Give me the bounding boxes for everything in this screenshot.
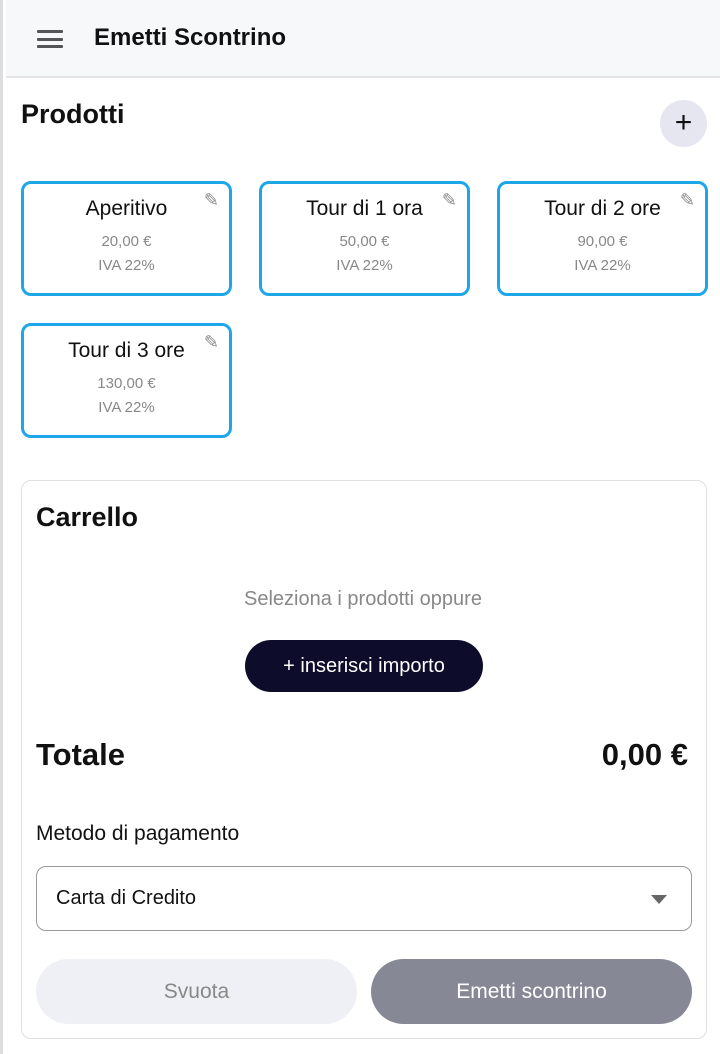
pencil-icon[interactable]: ✎ — [203, 332, 219, 352]
product-vat: IVA 22% — [574, 257, 631, 274]
products-title: Prodotti — [21, 99, 125, 129]
page-title: Emetti Scontrino — [94, 24, 287, 51]
total-label: Totale — [36, 737, 125, 772]
clear-button[interactable]: Svuota — [36, 959, 357, 1024]
product-name: Tour di 3 ore — [68, 339, 185, 362]
product-card[interactable]: Tour di 3 ore 130,00 € IVA 22% ✎ — [21, 323, 232, 438]
pencil-icon[interactable]: ✎ — [679, 190, 695, 210]
product-vat: IVA 22% — [336, 257, 393, 274]
add-product-button[interactable]: + — [660, 100, 707, 147]
product-name: Tour di 1 ora — [306, 197, 423, 220]
cart-panel — [21, 480, 707, 1039]
insert-amount-button[interactable]: + inserisci importo — [245, 640, 483, 692]
cart-title: Carrello — [36, 502, 139, 532]
product-price: 50,00 € — [339, 233, 390, 250]
product-price: 20,00 € — [101, 233, 152, 250]
hamburger-icon[interactable] — [37, 30, 63, 48]
product-name: Tour di 2 ore — [544, 197, 661, 220]
product-card[interactable]: Aperitivo 20,00 € IVA 22% ✎ — [21, 181, 232, 296]
product-name: Aperitivo — [85, 197, 168, 220]
cart-hint: Seleziona i prodotti oppure — [244, 588, 482, 610]
payment-method-label: Metodo di pagamento — [36, 822, 240, 845]
product-price: 130,00 € — [97, 375, 156, 392]
product-card[interactable]: Tour di 1 ora 50,00 € IVA 22% ✎ — [259, 181, 470, 296]
payment-method-select[interactable]: Carta di Credito — [36, 866, 692, 931]
total-value: 0,00 € — [601, 737, 688, 772]
app-header — [6, 0, 720, 78]
product-card[interactable]: Tour di 2 ore 90,00 € IVA 22% ✎ — [497, 181, 708, 296]
payment-method-value: Carta di Credito — [56, 887, 197, 909]
product-price: 90,00 € — [577, 233, 628, 250]
product-vat: IVA 22% — [98, 257, 155, 274]
caret-down-icon — [651, 895, 667, 904]
pencil-icon[interactable]: ✎ — [441, 190, 457, 210]
product-vat: IVA 22% — [98, 399, 155, 416]
emit-receipt-button[interactable]: Emetti scontrino — [371, 959, 692, 1024]
pencil-icon[interactable]: ✎ — [203, 190, 219, 210]
